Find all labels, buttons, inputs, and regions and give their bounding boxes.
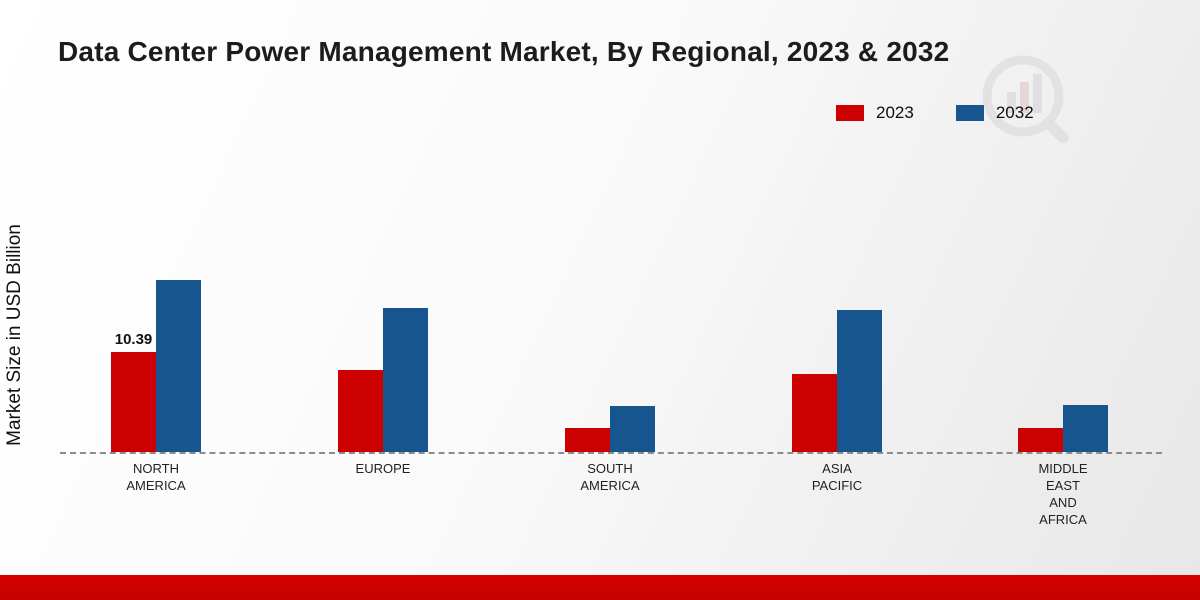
bar-2023-asia-pacific bbox=[792, 374, 837, 452]
bar-value-label: 10.39 bbox=[114, 331, 153, 348]
footer-accent-bar bbox=[0, 575, 1200, 600]
category-label-south-america: SOUTH AMERICA bbox=[580, 461, 640, 493]
bar-2032-north-america bbox=[156, 280, 201, 452]
bar-2032-asia-pacific bbox=[837, 310, 882, 452]
bar-2032-south-america bbox=[610, 406, 655, 452]
legend-swatch-2032 bbox=[955, 105, 984, 121]
legend: 2023 2032 bbox=[836, 103, 1034, 123]
category-label-north-america: NORTH AMERICA bbox=[126, 461, 186, 493]
category-label-middle-east-and-africa: MIDDLE EAST AND AFRICA bbox=[1038, 461, 1088, 527]
legend-item-2023: 2023 bbox=[836, 103, 914, 123]
watermark-logo bbox=[982, 55, 1069, 144]
bar-2023-europe bbox=[338, 370, 383, 452]
legend-swatch-2023 bbox=[836, 105, 864, 121]
chart-title: Data Center Power Management Market, By … bbox=[58, 36, 950, 67]
legend-label-2032: 2032 bbox=[995, 103, 1034, 122]
y-axis-label: Market Size in USD Billion bbox=[4, 224, 25, 446]
category-label-asia-pacific: ASIA PACIFIC bbox=[811, 461, 863, 493]
x-axis-line bbox=[60, 452, 1162, 454]
bar-2023-north-america bbox=[111, 352, 156, 452]
legend-item-2032: 2032 bbox=[955, 103, 1034, 123]
bar-2023-middle-east-and-africa bbox=[1018, 428, 1063, 452]
bar-2032-europe bbox=[383, 308, 428, 452]
bar-2032-middle-east-and-africa bbox=[1063, 405, 1108, 452]
category-label-europe: EUROPE bbox=[355, 461, 411, 476]
bar-2023-south-america bbox=[565, 428, 610, 452]
legend-label-2023: 2023 bbox=[876, 103, 914, 122]
